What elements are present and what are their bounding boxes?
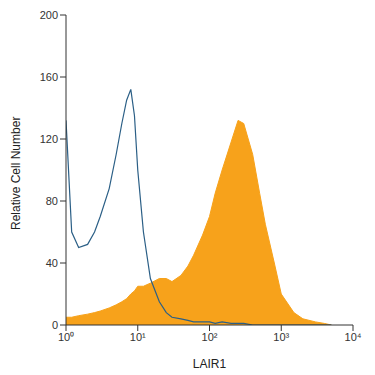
svg-text:10³: 10³ <box>273 331 289 343</box>
svg-text:200: 200 <box>40 9 58 21</box>
svg-text:10⁴: 10⁴ <box>345 331 362 343</box>
svg-text:120: 120 <box>40 133 58 145</box>
svg-text:10¹: 10¹ <box>130 331 146 343</box>
svg-text:10²: 10² <box>202 331 218 343</box>
svg-text:Relative Cell Number: Relative Cell Number <box>9 117 23 230</box>
svg-text:LAIR1: LAIR1 <box>193 357 227 371</box>
svg-text:40: 40 <box>46 257 58 269</box>
svg-text:10⁰: 10⁰ <box>58 331 74 343</box>
svg-text:80: 80 <box>46 195 58 207</box>
svg-text:160: 160 <box>40 71 58 83</box>
svg-text:0: 0 <box>52 319 58 331</box>
